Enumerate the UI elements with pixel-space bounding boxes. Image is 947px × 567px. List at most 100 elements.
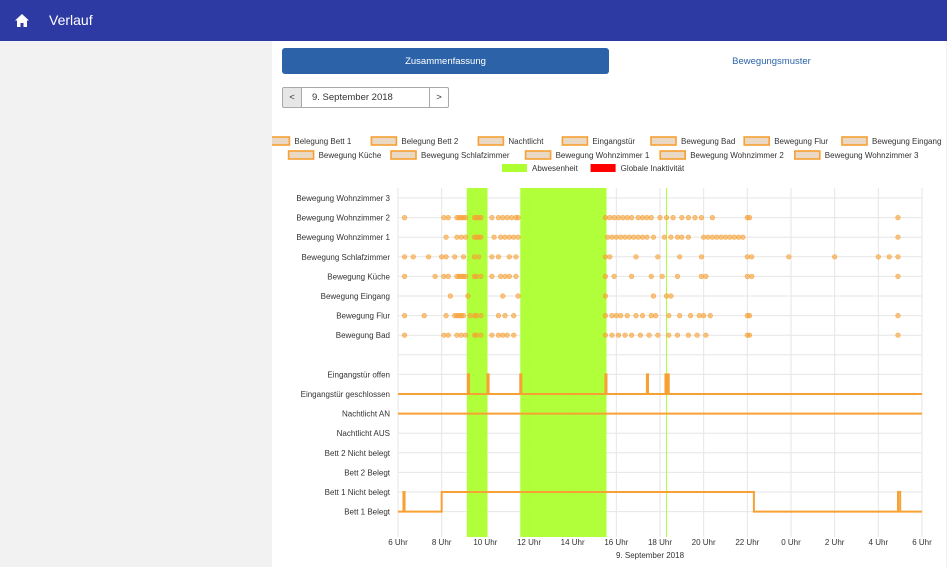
motion-event-point [474,273,480,279]
motion-event-point [692,214,698,221]
motion-event-point [703,332,709,338]
motion-event-point [629,273,635,279]
motion-event-point [511,234,517,240]
motion-event-point [687,313,694,319]
motion-event-point [613,313,619,319]
motion-event-point [460,313,467,319]
motion-event-point [609,313,615,319]
motion-event-point [613,234,619,240]
motion-event-point [502,313,508,319]
motion-event-point [749,254,755,260]
motion-event-point [515,214,521,221]
motion-event-point [454,234,460,240]
motion-event-point [445,214,451,221]
motion-event-point [605,234,611,240]
x-tick-label: 14 Uhr [561,538,585,547]
motion-event-point [661,234,667,240]
tab-zusammenfassung[interactable]: Zusammenfassung [282,48,609,74]
motion-event-point [895,234,901,240]
motion-event-point [506,273,512,279]
motion-event-point [701,234,707,240]
motion-event-point [441,214,447,221]
motion-event-point [439,254,445,260]
tab-bewegungsmuster[interactable]: Bewegungsmuster [609,48,934,74]
legend-swatch [287,150,315,160]
motion-event-point [495,332,502,338]
motion-event-point [727,234,733,240]
home-button[interactable] [12,11,32,29]
motion-event-point [633,254,639,260]
motion-event-point [452,254,458,260]
motion-event-point [674,234,681,240]
previous-day-button[interactable]: < [282,87,302,108]
motion-event-point [749,273,755,279]
date-field[interactable]: 9. September 2018 [302,87,429,108]
motion-event-point [495,254,502,260]
motion-event-point [633,313,639,319]
absence-band [466,188,488,537]
motion-event-point [410,254,416,260]
motion-event-point [500,293,506,299]
motion-event-point [607,214,613,221]
state-line [398,491,922,513]
motion-event-point [474,313,480,319]
legend-label: Bewegung Wohnzimmer 3 [825,151,919,160]
motion-event-point [644,214,650,221]
motion-event-point [677,254,683,260]
motion-event-point [443,234,449,240]
motion-event-point [432,273,438,279]
y-tick-label: Bett 2 Nicht belegt [325,449,391,458]
date-picker: < 9. September 2018 > [282,87,449,108]
y-tick-label: Bewegung Wohnzimmer 1 [296,233,390,242]
motion-event-point [722,234,729,240]
legend-label: Bewegung Flur [774,137,828,146]
motion-event-point [629,214,635,221]
motion-event-point [401,254,408,260]
motion-event-point [646,332,652,338]
motion-event-point [460,254,467,260]
motion-event-point [744,273,750,279]
motion-event-point [489,332,495,338]
motion-event-point [471,254,478,260]
motion-event-point [476,254,482,260]
motion-event-point [740,234,746,240]
motion-event-point [668,234,674,240]
motion-event-point [677,313,683,319]
x-tick-label: 4 Uhr [869,538,889,547]
motion-event-point [679,234,685,240]
motion-event-point [657,214,663,221]
motion-event-point [425,254,432,260]
motion-event-point [655,254,661,260]
motion-event-point [504,332,510,338]
y-tick-label: Bewegung Flur [336,312,390,321]
motion-event-point [478,313,484,319]
absence-band [520,188,607,537]
motion-event-point [666,313,672,319]
motion-event-point [489,254,495,260]
motion-event-point [458,234,464,240]
motion-event-point [718,234,724,240]
motion-event-point [639,214,646,221]
motion-event-point [511,313,517,319]
legend-swatch [841,136,868,146]
y-tick-label: Bewegung Wohnzimmer 2 [296,214,390,223]
legend-swatch [524,150,552,160]
motion-event-point [679,214,685,221]
motion-event-point [602,293,609,299]
motion-event-point [786,254,792,260]
motion-event-point [895,273,901,279]
motion-event-point [618,234,624,240]
motion-event-point [624,313,630,319]
y-tick-label: Nachtlicht AN [342,410,390,419]
motion-event-point [500,214,506,221]
x-tick-label: 20 Uhr [692,538,716,547]
next-day-button[interactable]: > [429,87,449,108]
y-tick-label: Bett 1 Nicht belegt [325,488,391,497]
motion-event-point [714,234,720,240]
motion-event-point [602,273,609,279]
legend-swatch [659,150,687,160]
motion-event-point [463,214,469,221]
motion-event-point [602,254,609,260]
motion-event-point [746,313,753,319]
motion-event-point [746,332,753,338]
